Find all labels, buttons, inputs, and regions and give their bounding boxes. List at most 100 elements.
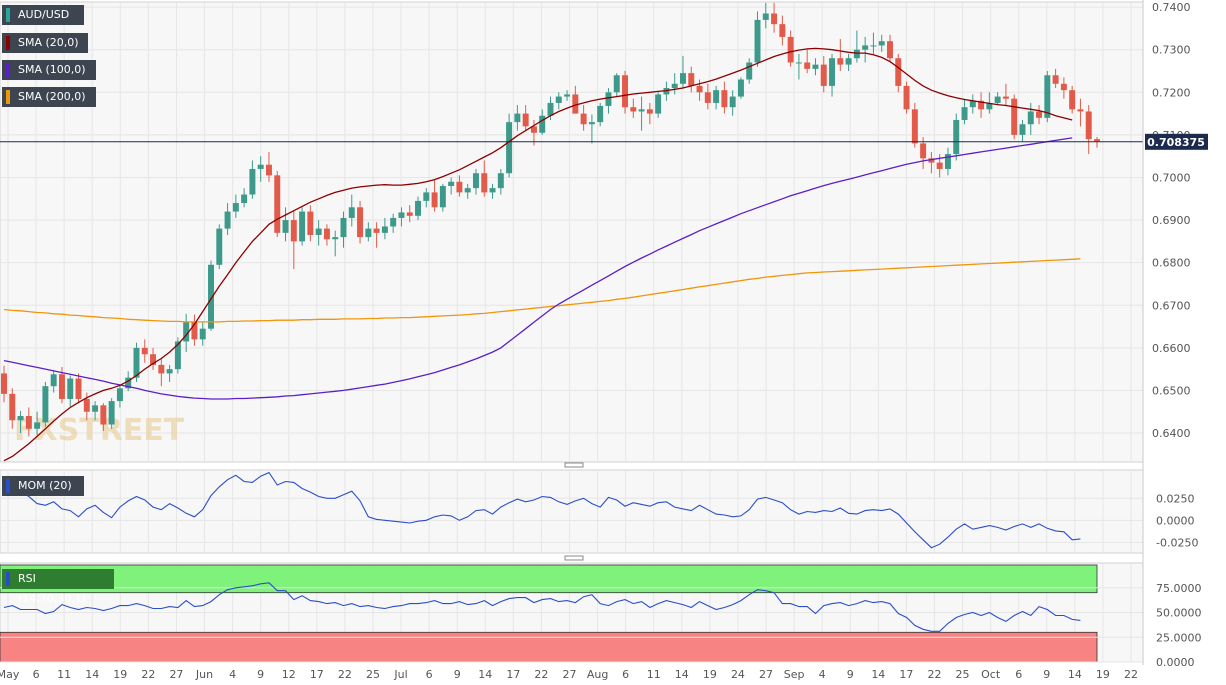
- candle: [555, 92, 562, 110]
- candle-body: [671, 83, 678, 89]
- x-tick-label: 9: [454, 668, 461, 681]
- panel-grip-0: [564, 462, 584, 468]
- candle-body: [216, 228, 223, 265]
- candle-body: [580, 113, 587, 125]
- candle: [191, 314, 198, 346]
- candle-body: [936, 162, 943, 169]
- candle: [994, 92, 1001, 106]
- candle: [920, 137, 927, 169]
- candle-body: [878, 41, 885, 46]
- candle: [655, 92, 662, 118]
- price-tick-label: 0.6900: [1152, 214, 1191, 227]
- candle: [713, 85, 720, 110]
- candle: [812, 58, 819, 76]
- candle-body: [646, 109, 653, 114]
- candle-body: [564, 94, 571, 97]
- legend-sma20: SMA (20,0): [2, 33, 88, 53]
- x-tick-label: 22: [338, 668, 352, 681]
- candle-body: [1094, 139, 1100, 142]
- candle: [506, 113, 513, 178]
- candle: [646, 102, 653, 125]
- candle: [1, 365, 7, 403]
- candle-body: [464, 188, 471, 193]
- candle: [216, 224, 223, 270]
- price-tick-label: 0.6500: [1152, 384, 1191, 397]
- candle: [481, 160, 488, 197]
- candle: [208, 260, 214, 331]
- candle: [1052, 68, 1059, 89]
- candle-body: [340, 217, 347, 238]
- price-tick-label: 0.7400: [1152, 1, 1191, 14]
- candle: [696, 79, 703, 101]
- legend-mom: MOM (20): [2, 476, 84, 496]
- candle-body: [622, 75, 629, 108]
- candle-body: [837, 58, 844, 65]
- candle-body: [920, 143, 927, 159]
- candle: [448, 177, 455, 195]
- candle: [622, 71, 629, 114]
- candle-body: [92, 405, 99, 412]
- candle-body: [116, 388, 123, 402]
- candle-body: [472, 173, 479, 189]
- candle-body: [158, 364, 165, 374]
- candle: [166, 364, 173, 382]
- x-tick-label: 9: [1043, 668, 1050, 681]
- candle: [1019, 119, 1026, 142]
- candle-body: [282, 220, 289, 233]
- candle: [50, 370, 57, 393]
- candle-body: [605, 92, 612, 106]
- candle: [795, 53, 802, 80]
- x-tick-label: 6: [1015, 668, 1022, 681]
- x-tick-label: May: [0, 668, 20, 681]
- candle-body: [1085, 111, 1092, 140]
- candle: [564, 90, 571, 101]
- candle-body: [75, 378, 82, 399]
- candle-body: [969, 100, 976, 108]
- candle: [928, 151, 935, 174]
- x-tick-label: Jul: [393, 668, 407, 681]
- candle-body: [721, 90, 728, 108]
- x-tick-label: 12: [282, 668, 296, 681]
- candle: [771, 2, 778, 33]
- candle: [630, 98, 637, 118]
- candle: [721, 81, 728, 114]
- candle-body: [572, 94, 579, 114]
- candle-body: [961, 107, 968, 120]
- candle: [174, 337, 181, 374]
- candle-body: [539, 115, 546, 133]
- candle-body: [522, 113, 529, 127]
- candle: [1036, 105, 1043, 125]
- candle: [688, 66, 695, 93]
- candle-body: [737, 79, 744, 97]
- x-tick-label: Oct: [981, 668, 1001, 681]
- candle-body: [208, 264, 214, 329]
- x-tick-label: 14: [675, 668, 689, 681]
- x-tick-label: 25: [366, 668, 380, 681]
- x-tick-label: 17: [899, 668, 913, 681]
- candle-body: [696, 85, 703, 93]
- candle-body: [174, 341, 181, 370]
- candle: [680, 56, 686, 89]
- candle-body: [506, 122, 513, 174]
- candle: [787, 30, 794, 67]
- candle: [729, 90, 736, 116]
- candle: [746, 58, 753, 84]
- candle-body: [423, 192, 430, 201]
- candle: [845, 53, 852, 71]
- candle-body: [630, 107, 637, 112]
- candle: [1094, 137, 1100, 148]
- candle-body: [290, 220, 297, 242]
- candle: [439, 183, 446, 212]
- candle: [671, 73, 678, 95]
- candle-body: [911, 109, 918, 144]
- candle-body: [348, 207, 355, 218]
- candle: [1085, 105, 1092, 155]
- x-tick-label: 9: [257, 668, 264, 681]
- candle: [307, 205, 314, 242]
- candle: [911, 102, 918, 148]
- candle: [887, 34, 893, 63]
- mom-line: [3, 471, 1081, 549]
- x-tick-label: 4: [229, 668, 236, 681]
- candle-body: [439, 186, 446, 208]
